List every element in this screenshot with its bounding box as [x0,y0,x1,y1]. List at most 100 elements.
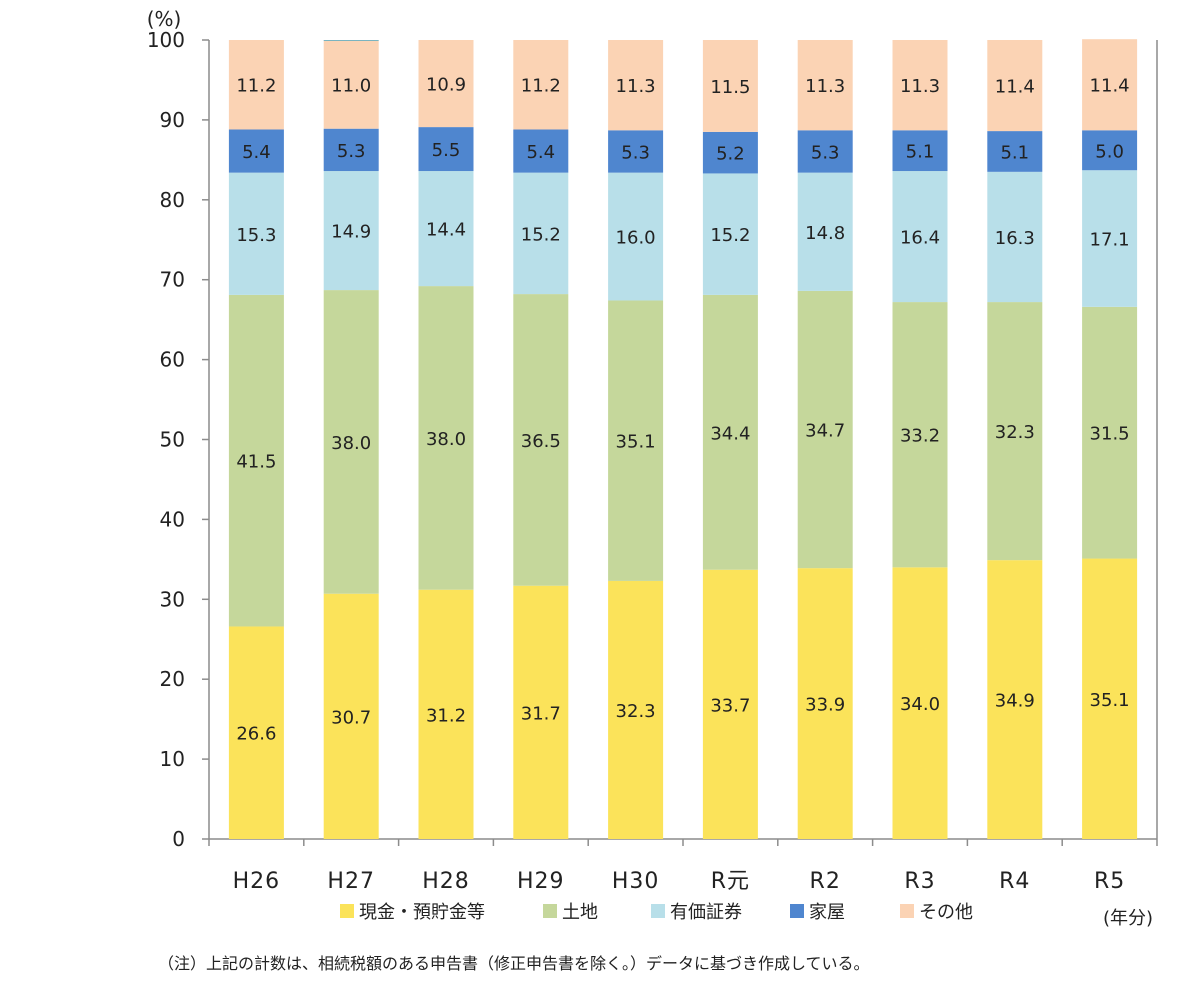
bar-segment [323,171,379,291]
data-label: 30.7 [331,707,371,728]
legend-swatch [543,904,557,918]
data-label: 14.9 [331,222,371,243]
bar-segment [608,172,664,301]
x-tick-label: R元 [711,869,750,894]
legend-swatch [790,904,804,918]
data-label: 5.0 [1095,141,1124,162]
legend-swatch [340,904,354,918]
legend-item: その他 [900,902,973,923]
legend-label: 家屋 [809,902,845,923]
data-label: 16.0 [616,228,656,249]
data-label: 14.8 [805,223,845,244]
x-tick-label: H28 [422,869,470,894]
data-label: 17.1 [1090,230,1130,251]
data-label: 15.2 [710,225,750,246]
data-label: 5.4 [242,142,271,163]
data-label: 35.1 [1090,690,1130,711]
data-label: 34.0 [900,694,940,715]
data-label: 11.4 [1090,76,1130,97]
data-label: 11.2 [236,76,276,97]
bar-segment [702,131,758,174]
bar-segment [1082,306,1138,559]
data-label: 33.7 [710,695,750,716]
data-label: 34.7 [805,421,845,442]
bar-segment [608,580,664,839]
bar-segment [608,300,664,581]
data-label: 11.5 [710,77,750,98]
bar-segment [418,127,474,172]
legend-label: 有価証券 [670,902,742,923]
y-tick-label: 60 [160,348,185,372]
bar-segment [702,40,758,132]
y-unit-label: (%) [147,7,182,31]
data-label: 33.9 [805,695,845,716]
bar-segment [987,40,1043,132]
bar-segment [323,593,379,839]
x-tick-label: H29 [517,869,565,894]
data-label: 5.2 [716,144,745,165]
x-tick-label: H26 [233,869,281,894]
legend-item: 現金・預貯金等 [340,902,485,923]
bar-segment [702,173,758,295]
bar-segment [1082,130,1138,171]
x-tick-label: H27 [327,869,375,894]
bar-segment [513,585,569,839]
data-label: 31.7 [521,703,561,724]
bar-segment [228,172,284,295]
data-label: 10.9 [426,75,466,96]
data-label: 16.4 [900,228,940,249]
data-label: 5.3 [811,142,840,163]
data-label: 34.4 [710,423,750,444]
y-tick-label: 0 [172,827,185,851]
data-label: 26.6 [236,724,276,745]
bar-segment [608,130,664,173]
footnote: （注）上記の計数は、相続税額のある申告書（修正申告書を除く。）データに基づき作成… [158,954,870,973]
bar-segment [702,294,758,570]
data-label: 14.4 [426,220,466,241]
bar-segment [987,171,1043,303]
data-label: 41.5 [236,452,276,473]
data-label: 5.4 [526,142,555,163]
data-label: 5.1 [906,142,935,163]
x-tick-label: R2 [810,869,841,894]
bar-segment [418,286,474,590]
y-tick-label: 40 [160,507,185,531]
bar-segment [228,294,284,627]
data-label: 5.5 [432,140,461,161]
bar-segment [892,302,948,568]
x-tick-label: R3 [904,869,935,894]
legend-label: 現金・預貯金等 [359,902,485,923]
bar-segment [892,40,948,131]
bar-segment [418,589,474,839]
legend-item: 土地 [543,902,598,923]
data-label: 11.3 [616,76,656,97]
legend: 現金・預貯金等 土地 有価証券 家屋 その他 [340,902,973,923]
bar-segment [987,131,1043,172]
data-label: 5.1 [1000,142,1029,163]
data-label: 32.3 [616,701,656,722]
data-label: 11.3 [900,76,940,97]
stacked-bar-chart: 0 10 20 30 40 50 60 70 80 90 100 H26 H27 H28 H29 H30 R元 R… [147,7,1158,929]
data-label: 35.1 [616,432,656,453]
bar-segment [513,40,569,130]
legend-item: 有価証券 [651,902,742,923]
data-label: 34.9 [995,691,1035,712]
data-label: 16.3 [995,228,1035,249]
data-label: 5.3 [337,141,366,162]
bar-segment [892,130,948,172]
data-label: 11.3 [805,76,845,97]
bar-segment [987,560,1043,839]
data-label: 31.5 [1090,424,1130,445]
data-label: 11.0 [331,76,371,97]
bar-segment [608,40,664,131]
bar-segment [892,567,948,839]
x-unit-label: (年分) [1103,908,1153,929]
x-tick-label: R5 [1094,869,1125,894]
data-label: 38.0 [426,429,466,450]
bar-segment [323,290,379,594]
bar-segment [228,129,284,173]
data-label: 15.2 [521,224,561,245]
data-label: 32.3 [995,422,1035,443]
bar-segment [228,40,284,130]
data-label: 38.0 [331,433,371,454]
